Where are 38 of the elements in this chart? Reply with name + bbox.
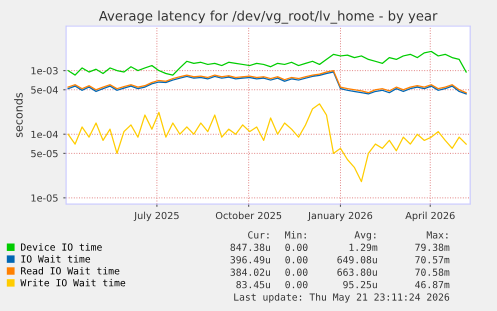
- text: 384.02u: [230, 268, 270, 276]
- text: 663.80u: [337, 268, 377, 276]
- text: Max:: [426, 231, 448, 239]
- text: 46.87m: [415, 280, 450, 288]
- text: 0.00: [285, 280, 308, 288]
- y-axis-title: seconds: [14, 92, 23, 138]
- text: 70.58m: [415, 268, 450, 276]
- text: 649.08u: [337, 256, 377, 264]
- text: 0.00: [285, 244, 308, 252]
- text: 0.00: [285, 268, 308, 276]
- legend-label: Write IO Wait time: [20, 278, 126, 286]
- legend-label: Read IO Wait time: [21, 267, 120, 275]
- text: Avg:: [354, 231, 376, 240]
- text: Last update: Thu May 21 23:11:24 2026: [234, 293, 450, 303]
- text: 95.25u: [343, 280, 377, 288]
- text: Min:: [285, 231, 306, 238]
- legend-label: IO Wait time: [21, 255, 90, 263]
- chart-title: Average latency for /dev/vg_root/lv_home - by year: [98, 10, 438, 24]
- y-tick-label: 1e-05: [31, 194, 58, 202]
- text: 0.00: [285, 256, 308, 264]
- y-tick-label: 1e-03: [31, 67, 58, 74]
- x-tick-label: April 2026: [405, 212, 455, 222]
- x-tick-label: October 2025: [216, 212, 282, 220]
- y-tick-label: 1e-04: [31, 130, 58, 138]
- text: Cur:: [248, 231, 269, 239]
- line-series: [67, 103, 467, 182]
- legend-label: Device IO time: [21, 243, 102, 251]
- text: 70.57m: [415, 256, 450, 264]
- text: 847.38u: [230, 244, 270, 252]
- text: 83.45u: [236, 280, 270, 288]
- text: 1.29m: [350, 244, 378, 252]
- line-series: [67, 50, 467, 76]
- text: 396.49u: [230, 256, 270, 264]
- x-tick-label: July 2025: [134, 212, 179, 222]
- y-tick-label: 5e-04: [31, 86, 58, 94]
- x-tick-label: January 2026: [308, 212, 372, 222]
- text: 79.38m: [415, 244, 450, 252]
- y-tick-label: 5e-05: [31, 150, 58, 158]
